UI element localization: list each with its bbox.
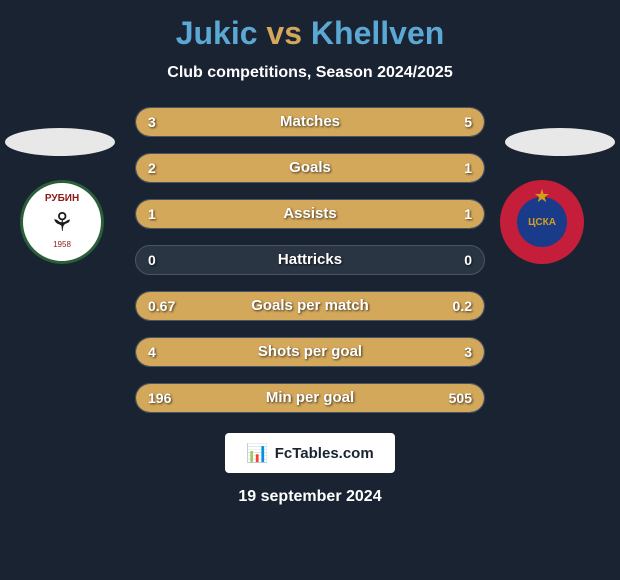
ellipse-left	[5, 128, 115, 156]
club-badge-left: РУБИН ⚘ 1958	[20, 180, 120, 264]
footer-logo: 📊 FcTables.com	[225, 433, 395, 473]
stat-row: 21Goals	[135, 153, 485, 183]
stat-label: Goals per match	[136, 292, 484, 320]
stat-label: Shots per goal	[136, 338, 484, 366]
cska-star-icon: ★	[534, 186, 550, 207]
chart-icon: 📊	[246, 443, 268, 464]
footer-date: 19 september 2024	[0, 488, 620, 506]
stat-label: Min per goal	[136, 384, 484, 412]
stat-row: 0.670.2Goals per match	[135, 291, 485, 321]
stat-label: Assists	[136, 200, 484, 228]
rubin-badge-year: 1958	[53, 240, 71, 249]
ellipse-right	[505, 128, 615, 156]
comparison-container: Jukic vs Khellven Club competitions, Sea…	[0, 0, 620, 580]
player1-name: Jukic	[176, 15, 258, 51]
rubin-badge-text: РУБИН	[45, 193, 79, 204]
stat-row: 35Matches	[135, 107, 485, 137]
stat-row: 196505Min per goal	[135, 383, 485, 413]
club-badge-right: ★ ЦСКА	[500, 180, 600, 264]
stat-row: 43Shots per goal	[135, 337, 485, 367]
cska-badge-text: ЦСКА	[528, 217, 556, 228]
vs-text: vs	[266, 15, 302, 51]
rubin-badge-icon: ⚘	[50, 207, 73, 238]
stat-row: 11Assists	[135, 199, 485, 229]
stat-label: Goals	[136, 154, 484, 182]
rubin-badge: РУБИН ⚘ 1958	[20, 180, 104, 264]
player2-name: Khellven	[311, 15, 444, 51]
page-title: Jukic vs Khellven	[0, 15, 620, 52]
cska-badge: ★ ЦСКА	[500, 180, 584, 264]
stat-label: Matches	[136, 108, 484, 136]
subtitle: Club competitions, Season 2024/2025	[0, 64, 620, 82]
stat-label: Hattricks	[136, 246, 484, 274]
footer-logo-text: FcTables.com	[275, 445, 374, 462]
stat-row: 00Hattricks	[135, 245, 485, 275]
stats-bars: 35Matches 21Goals 11Assists 00Hattricks 0.67…	[135, 107, 485, 413]
